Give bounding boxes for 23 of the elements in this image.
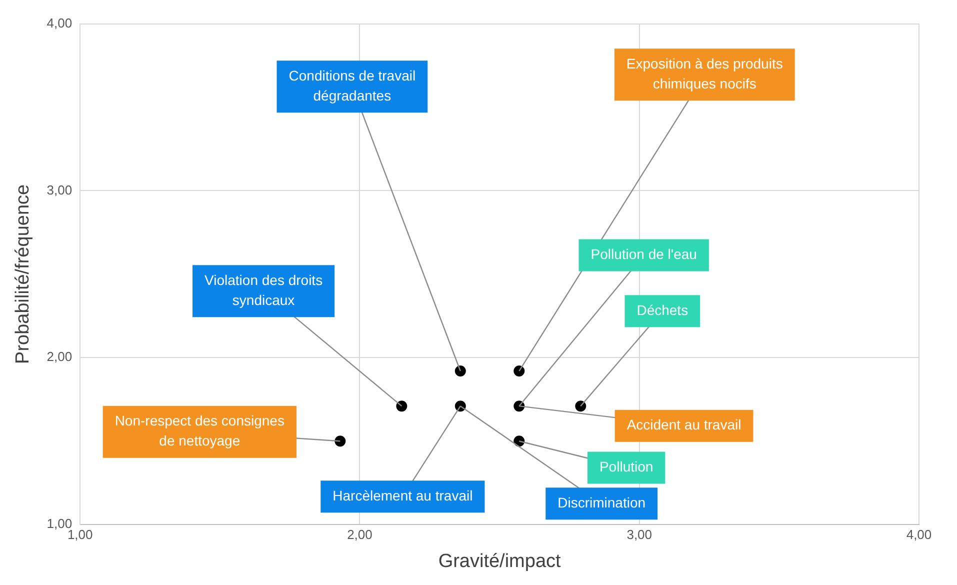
x-tick-label: 4,00 bbox=[906, 526, 932, 542]
x-tick-label: 2,00 bbox=[347, 526, 372, 542]
annotation: Harcèlement au travail bbox=[332, 488, 473, 504]
point bbox=[334, 436, 346, 447]
annotation: Violation des droits syndicaux bbox=[204, 272, 323, 308]
point bbox=[454, 366, 466, 377]
x-axis-title: Gravité/impact bbox=[438, 550, 562, 572]
annotation: Déchets bbox=[636, 302, 688, 318]
y-tick-label: 2,00 bbox=[46, 349, 72, 364]
annotation: Pollution de l'eau bbox=[590, 246, 697, 262]
point bbox=[396, 400, 408, 412]
annotation: Accident au travail bbox=[626, 416, 742, 433]
y-axis-title: Probabilité/fréquence bbox=[12, 184, 34, 364]
x-tick-label: 3,00 bbox=[626, 526, 652, 542]
annotation: Conditions de travail dégradantes bbox=[288, 68, 416, 104]
y-tick-label: 4,00 bbox=[46, 15, 72, 30]
annotation: Discrimination bbox=[558, 494, 646, 511]
y-tick-label: 3,00 bbox=[46, 182, 72, 198]
point bbox=[575, 400, 586, 412]
point bbox=[514, 366, 525, 377]
annotation: Pollution bbox=[599, 458, 654, 475]
annotation: Exposition à des produits chimiques nocifs bbox=[626, 56, 783, 92]
annotation: Non-respect des consignes de nettoyage bbox=[114, 412, 284, 449]
